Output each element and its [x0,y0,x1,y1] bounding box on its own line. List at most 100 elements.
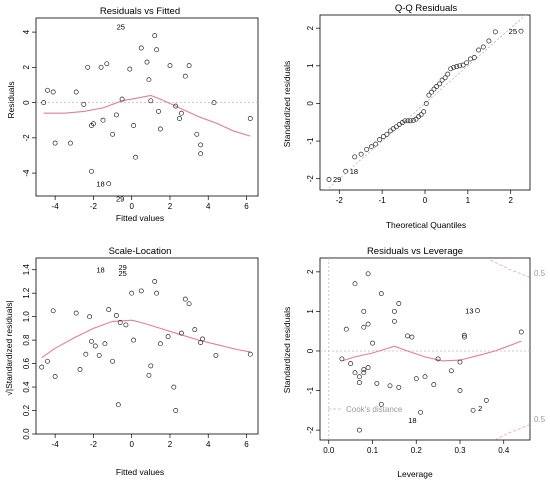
cooks-level-label-lower: 0.5 [534,415,546,424]
qq-point-6 [373,141,379,147]
rvl-ytick-label-1: -1 [306,386,315,394]
sl-point-label-2: 25 [119,269,127,278]
qq-point-label-2: 18 [350,167,358,176]
rvl-xtick-label-3: 0.3 [454,446,466,455]
rvl-point-25 [413,376,419,382]
rvf-point-35 [194,131,200,137]
rvf-point-16 [113,112,119,118]
rvf-point-31 [177,116,182,121]
rvf-point-33 [182,73,188,79]
qq-point-44 [518,28,524,34]
sl-point-7 [87,314,93,320]
qq-point-3 [358,151,364,157]
qq-point-39 [471,55,477,60]
title-scale-location: Scale-Location [109,246,172,257]
sl-point-35 [247,351,253,357]
qq-point-23 [423,100,429,106]
qq-point-40 [476,47,482,53]
rvl-xtick-label-1: 0.1 [367,446,379,455]
sl-point-31 [192,327,198,333]
rvf-point-39 [247,116,253,121]
rvl-point-9 [361,367,367,373]
rvf-xtick-label-2: 0 [129,202,134,211]
rvl-point-38 [518,329,524,335]
qq-xtick-label-0: -2 [336,196,344,205]
rvl-point-13 [365,271,371,277]
sl-point-2 [50,308,56,314]
rvf-ytick-label-0: -4 [22,169,31,177]
sl-point-11 [102,341,108,347]
title-residuals-vs-fitted: Residuals vs Fitted [100,6,180,17]
cooks-level-label-upper: 0.5 [534,269,546,278]
qq-point-41 [480,44,486,50]
rvl-point-4 [352,370,358,376]
qq-point-37 [464,60,470,66]
rvl-point-label-1: 2 [478,404,482,413]
sl-point-23 [154,290,160,296]
rvf-point-label-2: 29 [116,194,124,203]
rvf-smooth-line [43,94,251,137]
qq-point-10 [387,128,393,134]
rvf-point-18 [127,66,133,72]
rvf-point-10 [89,168,94,174]
sl-point-18 [131,337,137,343]
rvf-ytick-label-1: -2 [22,134,31,142]
sl-xtick-label-5: 6 [244,440,249,449]
rvf-point-36 [198,142,204,148]
sl-ytick-label-0: 0.0 [22,428,31,440]
qq-xtick-label-3: 1 [466,196,471,205]
qq-point-42 [486,38,492,44]
rvf-point-25 [152,33,158,39]
rvl-point-0 [339,356,345,362]
rvf-point-label-1: 18 [96,179,104,188]
rvf-point-1 [45,87,50,93]
rvf-point-24 [148,98,154,104]
rvf-point-37 [198,151,204,157]
rvf-point-3 [52,140,58,146]
sl-point-29 [182,296,188,302]
xlabel-qq-residuals: Theoretical Quantiles [386,220,466,230]
qq-point-12 [393,124,399,130]
qq-point-22 [421,109,427,115]
qq-point-24 [426,92,432,98]
sl-point-22 [152,279,158,284]
qq-point-26 [431,86,437,92]
rvl-point-35 [470,407,476,413]
sl-point-4 [73,310,79,316]
rvf-point-20 [133,154,138,160]
sl-point-8 [89,338,94,344]
sl-point-1 [45,358,50,364]
qq-point-7 [377,137,383,143]
sl-point-15 [117,320,123,325]
sl-frame [35,257,259,435]
rvf-point-4 [67,140,73,146]
rvf-point-19 [131,123,137,128]
sl-ytick-label-6: 1.2 [22,287,31,299]
sl-point-label-1: 29 [119,263,127,272]
rvl-frame [319,257,531,441]
rvl-ytick-label-0: -2 [306,426,315,434]
xlabel-residuals-vs-fitted: Fitted values [116,213,164,223]
qq-ytick-label-1: -1 [306,137,315,145]
rvl-point-18 [387,383,393,389]
rvf-point-2 [50,89,56,95]
rvl-point-28 [431,382,437,388]
rvf-xtick-label-0: -4 [52,202,60,211]
rvl-point-30 [448,368,454,374]
rvl-point-22 [396,384,402,390]
qq-point-15 [402,118,408,124]
sl-point-34 [213,352,219,358]
rvf-point-13 [104,61,110,67]
sl-point-21 [148,363,154,369]
sl-ytick-label-7: 1.4 [22,264,31,276]
rvl-point-24 [409,334,415,340]
rvl-point-1 [343,326,349,332]
rvf-point-7 [85,64,91,70]
rvl-point-16 [378,291,384,297]
rvl-smooth-line [341,340,522,362]
rvf-point-0 [41,100,47,106]
ylabel-qq-residuals: Standardized residuals [282,61,292,147]
rvf-point-27 [156,108,161,114]
panel-residuals-vs-fitted: Residuals vs Fitted Fitted values Residu… [6,6,259,223]
